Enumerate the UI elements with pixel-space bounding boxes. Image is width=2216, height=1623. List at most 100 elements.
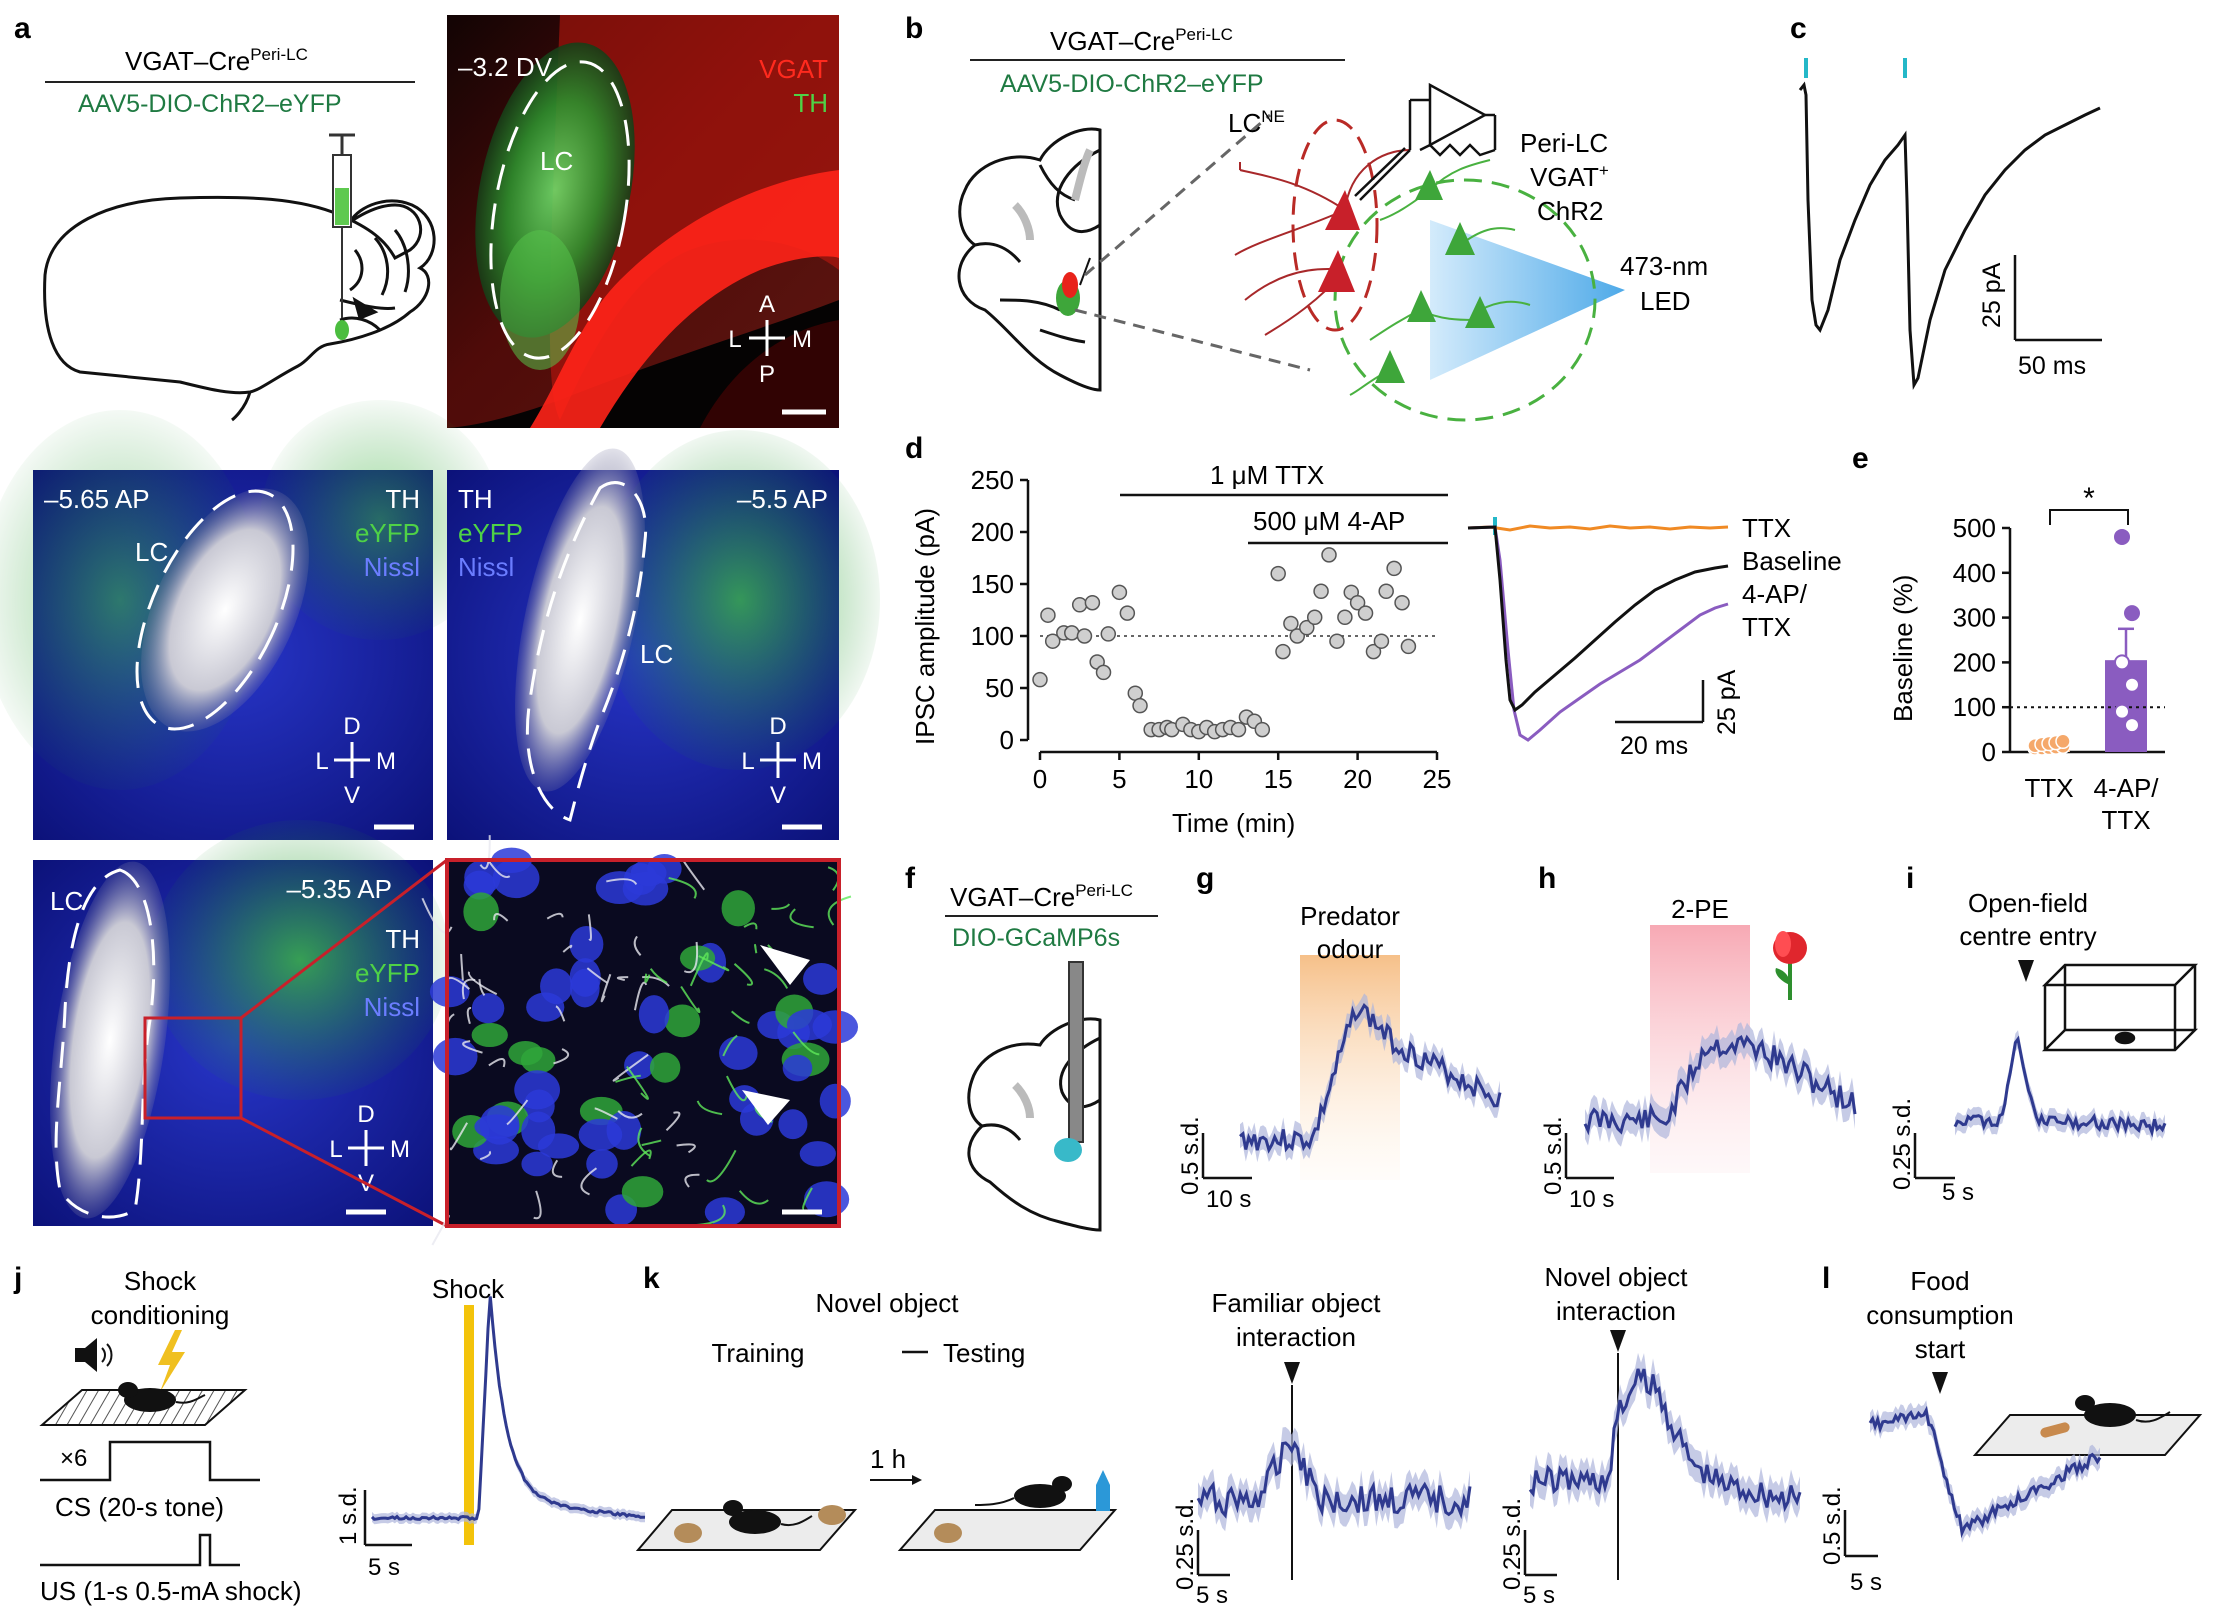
d-data-point [1254,721,1271,738]
d-data-point [1321,547,1337,563]
d-ytick-label: 100 [971,621,1014,651]
shock-grid-icon [39,1382,248,1426]
d-data-point [1076,628,1093,644]
odour-window [1300,955,1400,1180]
k-fam-scale-x: 5 s [1196,1582,1228,1609]
d-data-point [1283,615,1299,632]
k-fam-scale-y: 0.25 s.d. [1172,1498,1199,1590]
neuron-diagram [1234,149,1531,396]
panel-letter-h: h [1538,862,1556,895]
a1-compass: A L M P [728,291,812,388]
sagittal-brain-sketch [43,195,436,422]
a2-depth-label: –5.65 AP [44,484,150,514]
a3-compass: D L M V [741,713,822,809]
k-testing: Testing [943,1338,1025,1368]
green-neuron-1 [1415,170,1443,200]
svg-text:L: L [315,748,328,775]
d-data-point [1337,609,1353,626]
e-cat2-1: 4-AP/ [2093,773,2159,803]
d-xtick-label: 5 [1112,764,1126,794]
d-xtick-label: 0 [1033,764,1047,794]
d-legend-4ap-1: 4-AP/ [1742,579,1808,609]
d-scale-y: 25 pA [1713,669,1741,735]
k-familiar-trace [1196,1440,1472,1520]
arena-training-icon [635,1500,858,1551]
j-trace [370,1296,646,1522]
e-ylabel: Baseline (%) [1888,575,1918,722]
panel-letter-c: c [1790,12,1807,45]
d-data-point [1299,619,1315,636]
e-point-4ap [2124,717,2140,734]
patch-electrode-icon [1354,82,1497,201]
panel-a-genotype: VGAT–CrePeri-LC [125,45,308,76]
trace-4ap-ttx [1467,525,1729,742]
red-neuron [1325,190,1360,230]
panel-d-inset-traces: 20 ms 25 pA TTX Baseline 4-AP/ TTX [1467,513,1842,760]
h-event: 2-PE [1671,894,1729,924]
e-ytick-label: 300 [1953,603,1996,633]
j-us-label: US (1-s 0.5-mA shock) [40,1576,302,1606]
d-data-point [1111,584,1128,601]
k-title: Novel object [815,1288,959,1318]
l-event-3: start [1915,1334,1966,1364]
d-ytick-label: 0 [1000,725,1014,755]
e-cat2-2: TTX [2101,805,2150,835]
svg-text:D: D [357,1101,374,1128]
e-point-4ap [2114,654,2130,671]
d-legend-4ap-2: TTX [1742,612,1791,642]
green-neuron-2 [1445,222,1475,255]
svg-text:M: M [376,748,396,775]
a3-depth-label: –5.5 AP [737,484,828,514]
e-significance: * [2083,482,2095,515]
d-data-point [1095,664,1112,681]
panel-b-cell-label-2: VGAT+ [1530,161,1609,192]
h-scale-y: 0.5 s.d. [1540,1116,1567,1195]
panel-letter-e: e [1852,442,1869,475]
d-data-point [1378,583,1394,600]
panel-letter-b: b [905,12,923,45]
food-arena-icon [1972,1395,2203,1456]
cs-us-timing-diagram [40,1440,260,1567]
a4-depth-label: –5.35 AP [286,874,392,904]
green-neuron-4 [1465,296,1495,328]
e-point-4ap [2114,528,2130,545]
a2-stain-nissl: Nissl [364,552,420,582]
j-title-1: Shock [124,1266,197,1296]
a4-stain-eyfp: eYFP [355,958,420,988]
d-ytick-label: 250 [971,465,1014,495]
d-data-point [1329,633,1345,649]
panel-letter-j: j [13,1262,22,1295]
svg-text:M: M [792,326,812,353]
i-event-1: Open-field [1968,888,2088,918]
a2-stain-eyfp: eYFP [355,518,420,548]
d-legend-baseline: Baseline [1742,546,1842,576]
j-cs-label: CS (20-s tone) [55,1492,224,1522]
d-data-point [1064,625,1080,641]
k-nov-scale-y: 0.25 s.d. [1499,1498,1526,1590]
d-data-point [1119,605,1136,621]
e-ytick-label: 100 [1953,692,1996,722]
micrograph-a2: –5.65 AP LC TH eYFP Nissl D L M V [0,400,500,840]
i-event-2: centre entry [1959,921,2096,951]
d-xtick-label: 20 [1343,764,1372,794]
j-scale-y: 1 s.d. [335,1486,362,1545]
a2-compass: D L M V [315,713,396,809]
panel-d-chart: 0 50 100 150 200 250 0 5 10 15 20 25 [971,465,1452,794]
k-training: Training [712,1338,805,1368]
d-data-point [1357,605,1374,621]
svg-text:V: V [770,782,786,809]
red-neuron-2 [1318,250,1355,292]
j-event: Shock [432,1274,505,1304]
a3-stain-th: TH [458,484,493,514]
g-trace [1239,1002,1502,1154]
a1-vgat-label: VGAT [759,54,828,84]
green-neuron-5 [1375,350,1405,383]
g-scale-x: 10 s [1206,1186,1251,1213]
k-fam-2: interaction [1236,1322,1356,1352]
d-data-point [1394,594,1410,611]
panel-b-virus: AAV5-DIO-ChR2–eYFP [1000,70,1264,98]
panel-letter-d: d [905,432,923,465]
panel-a-virus: AAV5-DIO-ChR2–eYFP [78,90,342,118]
d-data-point [1132,697,1148,714]
